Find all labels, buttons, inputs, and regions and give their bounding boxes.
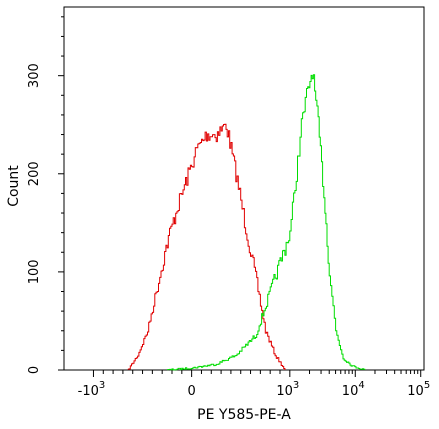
y-axis-ticks: 0 100 200 300 bbox=[27, 63, 64, 374]
plot-frame bbox=[63, 6, 425, 371]
x-tick-label: 0 bbox=[187, 384, 195, 399]
x-axis-minor-ticks bbox=[102, 370, 419, 374]
y-tick-label: 0 bbox=[27, 366, 42, 374]
y-axis-label: Count bbox=[6, 165, 22, 207]
histogram-series-2 bbox=[167, 74, 366, 371]
x-tick-label: 105 bbox=[407, 380, 430, 399]
series-layer bbox=[127, 74, 366, 371]
y-tick-label: 200 bbox=[27, 161, 42, 186]
y-tick-label: 300 bbox=[27, 63, 42, 88]
x-axis-label: PE Y585-PE-A bbox=[197, 407, 291, 423]
x-tick-label: 104 bbox=[342, 380, 365, 399]
histogram-series-1 bbox=[127, 123, 286, 370]
x-tick-label: 103 bbox=[276, 380, 299, 399]
y-axis-minor-ticks bbox=[61, 16, 64, 351]
y-tick-label: 100 bbox=[27, 259, 42, 284]
x-tick-label: -103 bbox=[78, 380, 106, 399]
x-axis-ticks: -103 0 103 104 105 bbox=[78, 370, 430, 399]
